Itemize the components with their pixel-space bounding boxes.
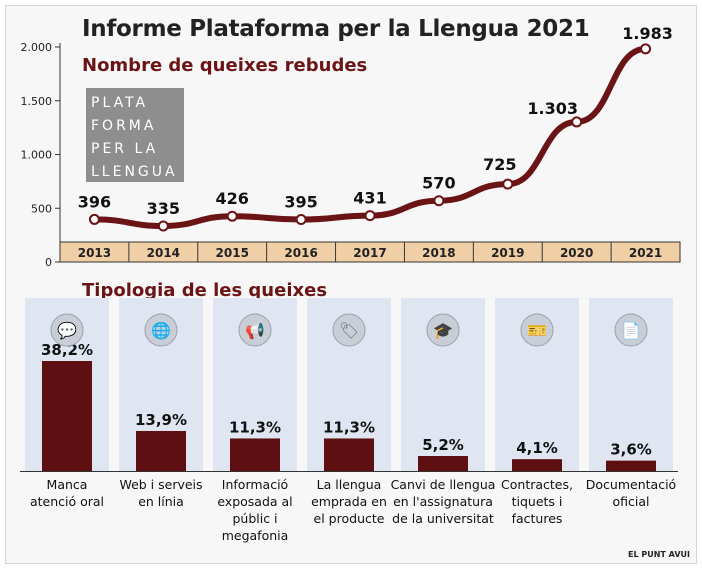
- bar: [418, 456, 468, 471]
- y-tick-label: 2.000: [21, 41, 53, 54]
- bar-value-label: 3,6%: [610, 441, 652, 459]
- bar-value-label: 38,2%: [41, 341, 93, 359]
- web-globe-icon: 🌐: [144, 313, 178, 347]
- x-tick-label: 2014: [147, 246, 180, 260]
- bar-chart-subtitle: Tipologia de les queixes: [82, 280, 328, 301]
- bar: [136, 430, 186, 471]
- x-tick-label: 2016: [284, 246, 317, 260]
- data-point: [364, 210, 376, 222]
- category-label: megafonia: [222, 528, 289, 543]
- svg-text:💬: 💬: [57, 321, 77, 340]
- logo-line: PER LA: [91, 141, 159, 157]
- bar-value-label: 5,2%: [422, 436, 464, 454]
- data-label: 335: [147, 199, 180, 218]
- y-tick-label: 0: [45, 256, 52, 269]
- data-label: 426: [216, 189, 249, 208]
- logo-line: LLENGUA: [91, 164, 178, 180]
- data-point: [640, 43, 652, 55]
- line-chart-subtitle: Nombre de queixes rebudes: [82, 55, 368, 76]
- megaphone-icon: 📢: [238, 313, 272, 347]
- category-label: oficial: [613, 494, 650, 509]
- x-tick-label: 2017: [353, 246, 386, 260]
- data-label: 395: [284, 193, 317, 212]
- graduation-icon: 🎓: [426, 313, 460, 347]
- svg-text:📢: 📢: [245, 321, 265, 340]
- bar: [324, 438, 374, 471]
- y-tick-label: 1.500: [21, 95, 53, 108]
- logo-line: FORMA: [91, 118, 157, 134]
- x-tick-label: 2013: [78, 246, 111, 260]
- data-label: 570: [422, 174, 455, 193]
- data-label: 431: [353, 189, 386, 208]
- bar: [606, 460, 656, 471]
- credit: EL PUNT AVUI: [628, 550, 690, 559]
- series-line: [91, 45, 649, 229]
- category-label: La llengua: [317, 477, 382, 492]
- data-label: 1.983: [622, 24, 673, 43]
- chart-title: Informe Plataforma per la Llengua 2021: [82, 16, 590, 42]
- bar-value-label: 11,3%: [229, 418, 281, 436]
- data-point: [88, 213, 100, 225]
- category-label: de la universitat: [392, 511, 494, 526]
- documents-cloud-icon: 📄: [614, 313, 648, 347]
- svg-text:🌐: 🌐: [151, 321, 171, 340]
- category-label: Manca: [47, 477, 88, 492]
- data-point: [226, 210, 238, 222]
- data-label: 725: [483, 155, 516, 174]
- x-tick-label: 2019: [491, 246, 524, 260]
- x-tick-label: 2021: [629, 246, 662, 260]
- data-point: [571, 116, 583, 128]
- y-tick-label: 1.000: [21, 149, 53, 162]
- x-tick-label: 2018: [422, 246, 455, 260]
- data-point: [295, 214, 307, 226]
- plataforma-logo: PLATA FORMA PER LA LLENGUA: [86, 88, 184, 182]
- category-label: atenció oral: [30, 494, 104, 509]
- category-label: Informació: [222, 477, 288, 492]
- category-label: Web i serveis: [119, 477, 202, 492]
- data-label: 396: [78, 192, 111, 211]
- data-point: [433, 195, 445, 207]
- logo-line: PLATA: [91, 95, 149, 111]
- x-tick-label: 2015: [216, 246, 249, 260]
- category-label: exposada al: [217, 494, 292, 509]
- category-label: Canvi de llengua: [391, 477, 496, 492]
- data-point: [502, 178, 514, 190]
- category-label: Documentació: [586, 477, 676, 492]
- bar-value-label: 13,9%: [135, 411, 187, 429]
- category-label: el producte: [314, 511, 385, 526]
- category-label: públic i: [232, 511, 277, 526]
- bar: [512, 459, 562, 471]
- x-axis-band: [59, 241, 681, 263]
- category-label: en línia: [138, 494, 184, 509]
- data-point: [157, 220, 169, 232]
- data-label: 1.303: [527, 99, 578, 118]
- svg-text:🎓: 🎓: [433, 321, 453, 340]
- y-tick-label: 500: [31, 202, 52, 215]
- bar: [230, 438, 280, 471]
- category-label: emprada en: [311, 494, 387, 509]
- bar-value-label: 4,1%: [516, 439, 558, 457]
- bar: [42, 361, 92, 471]
- category-label: en l'assignatura: [393, 494, 493, 509]
- category-label: tiquets i: [512, 494, 563, 509]
- chat-users-icon: 💬: [50, 313, 84, 347]
- svg-text:🎫: 🎫: [527, 321, 547, 340]
- category-label: Contractes,: [501, 477, 573, 492]
- tickets-icon: 🎫: [520, 313, 554, 347]
- product-tag-icon: 🏷: [332, 313, 366, 347]
- x-tick-label: 2020: [560, 246, 593, 260]
- bar-value-label: 11,3%: [323, 418, 375, 436]
- svg-text:📄: 📄: [621, 321, 641, 340]
- category-label: factures: [512, 511, 563, 526]
- svg-text:🏷: 🏷: [339, 321, 359, 340]
